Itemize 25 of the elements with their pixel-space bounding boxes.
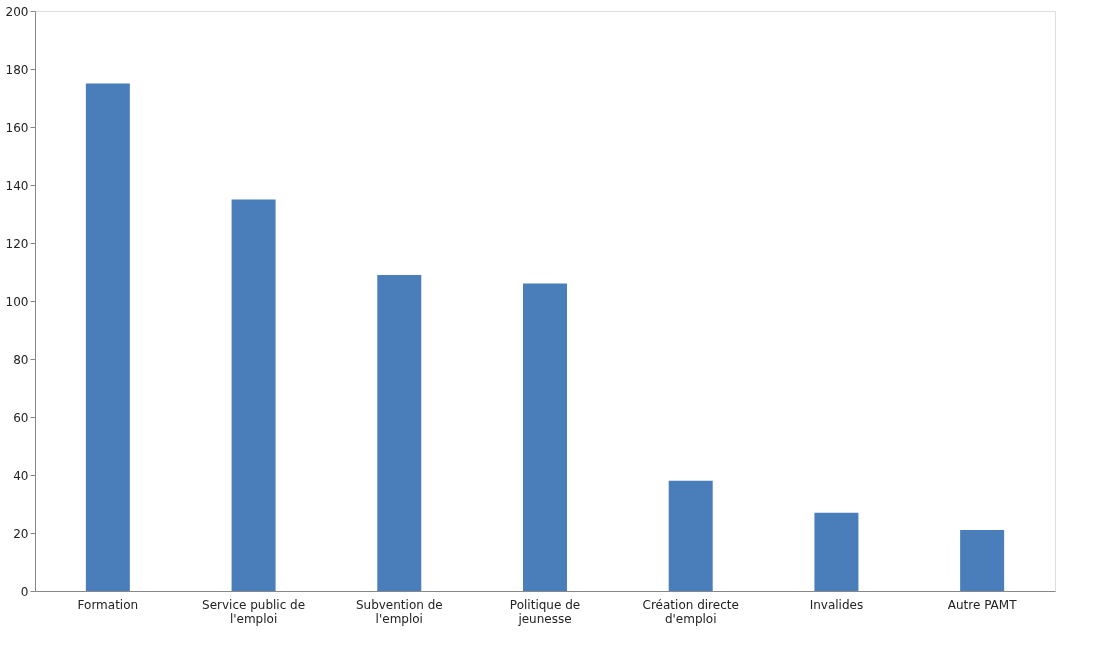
y-tick-label: 20: [13, 526, 29, 541]
bar: [377, 274, 422, 591]
y-tick-label: 160: [5, 120, 29, 135]
y-tick-label: 120: [5, 236, 29, 251]
y-tick-label: 140: [5, 178, 29, 193]
bar: [960, 530, 1005, 591]
y-tick-label: 60: [13, 410, 29, 425]
bar: [668, 480, 713, 591]
x-tick-label: Subvention de l'emploi: [355, 597, 443, 626]
x-tick-label: Politique de jeunesse: [509, 597, 581, 626]
y-tick-label: 0: [20, 584, 29, 599]
y-tick-label: 80: [13, 352, 29, 367]
x-tick-label: Service public de l'emploi: [202, 597, 306, 626]
y-tick-label: 100: [5, 294, 29, 309]
x-tick-label: Création directe d'emploi: [642, 597, 739, 626]
x-tick-label: Invalides: [809, 597, 864, 612]
x-tick-label: Formation: [77, 597, 139, 612]
bar: [523, 283, 567, 591]
bar: [85, 83, 130, 591]
y-tick-label: 40: [13, 468, 29, 483]
x-tick-label: Autre PAMT: [947, 597, 1018, 612]
y-tick-label: 180: [5, 62, 29, 77]
bar: [814, 512, 859, 591]
y-tick-label: 200: [5, 4, 29, 19]
bar: [231, 199, 276, 591]
